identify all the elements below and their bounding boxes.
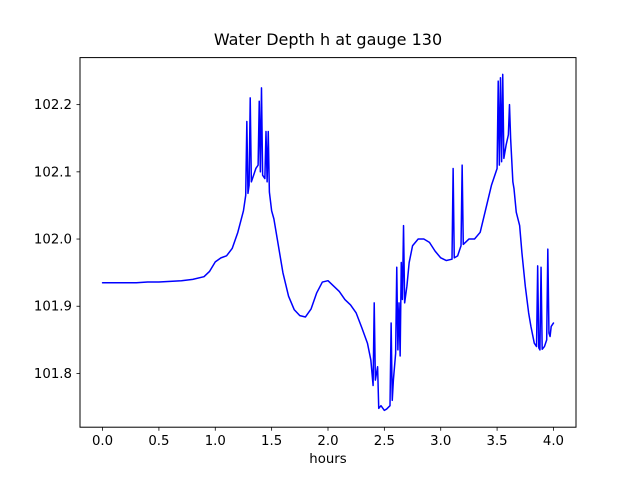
y-tick-label: 102.0	[34, 233, 72, 248]
axes-frame	[79, 57, 577, 428]
x-tick-label: 2.0	[317, 434, 338, 449]
x-tick-label: 0.5	[148, 434, 169, 449]
y-tick-label: 102.2	[34, 98, 72, 113]
y-tick-label: 102.1	[34, 165, 72, 180]
x-tick-label: 1.5	[261, 434, 282, 449]
x-tick-label: 4.0	[543, 434, 564, 449]
water-depth-line	[101, 73, 555, 412]
x-tick-label: 3.5	[487, 434, 508, 449]
axis-ticks: 0.0 0.5 1.0 1.5 2.0 2.5 3.0 3.5 4.0 101.8 101.9 102…	[34, 98, 564, 449]
x-tick-label: 1.0	[205, 434, 226, 449]
y-tick-label: 101.8	[34, 367, 72, 382]
y-tick-label: 101.9	[34, 300, 72, 315]
plot-area	[80, 57, 576, 428]
x-tick-label: 3.0	[430, 434, 451, 449]
x-tick-label: 0.0	[92, 434, 113, 449]
x-tick-label: 2.5	[374, 434, 395, 449]
x-axis-label: hours	[309, 452, 346, 467]
chart-title: Water Depth h at gauge 130	[214, 30, 442, 49]
